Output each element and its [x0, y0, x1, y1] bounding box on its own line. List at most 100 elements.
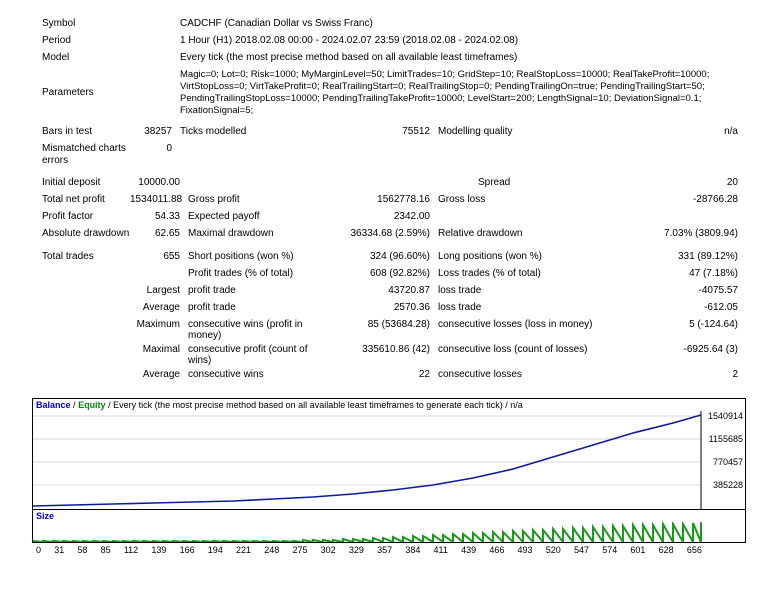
acw-label: consecutive wins — [188, 369, 330, 380]
ytick-2: 770457 — [713, 457, 743, 467]
acl-value: 2 — [598, 369, 738, 380]
tnp-value: 1534011.88 — [130, 194, 180, 205]
ticks-value: 75512 — [330, 126, 430, 137]
symbol-label: Symbol — [42, 18, 130, 29]
deposit-value: 10000.00 — [130, 177, 180, 188]
xtick: 357 — [377, 545, 392, 555]
gp-value: 1562778.16 — [330, 194, 430, 205]
deposit-label: Initial deposit — [42, 177, 130, 188]
ll-label: loss trade — [438, 285, 598, 296]
row-bars: Bars in test 38257 Ticks modelled 75512 … — [42, 126, 738, 140]
rdd-value: 7.03% (3809.94) — [598, 228, 738, 241]
row-largest: Largest profit trade 43720.87 loss trade… — [42, 285, 738, 299]
xtick: 248 — [264, 545, 279, 555]
xtick: 466 — [489, 545, 504, 555]
spread-value: 20 — [598, 177, 738, 188]
size-label: Size — [33, 509, 745, 522]
ap-label: profit trade — [188, 302, 330, 313]
gl-value: -28766.28 — [598, 194, 738, 205]
xtick: 329 — [349, 545, 364, 555]
maxl-label: Maximal — [42, 344, 180, 366]
xtick: 166 — [180, 545, 195, 555]
tnp-label: Total net profit — [42, 194, 130, 205]
parameters-value: Magic=0; Lot=0; Risk=1000; MyMarginLevel… — [176, 69, 738, 117]
mdd-label: Maximal drawdown — [188, 228, 330, 241]
parameters-label: Parameters — [42, 87, 130, 98]
mcloss-label: consecutive loss (count of losses) — [438, 344, 598, 366]
mcw-value: 85 (53684.28) — [330, 319, 430, 341]
xtick: 384 — [405, 545, 420, 555]
lt-label: Loss trades (% of total) — [438, 268, 598, 279]
model-value: Every tick (the most precise method base… — [176, 52, 738, 63]
lp-label: profit trade — [188, 285, 330, 296]
mcw-label: consecutive wins (profit in money) — [188, 319, 330, 341]
period-value: 1 Hour (H1) 2018.02.08 00:00 - 2024.02.0… — [176, 35, 738, 46]
title-equity: Equity — [78, 400, 106, 410]
xtick: 302 — [321, 545, 336, 555]
row-maximum: Maximum consecutive wins (profit in mone… — [42, 319, 738, 341]
bars-label: Bars in test — [42, 126, 130, 137]
ep-value: 2342.00 — [330, 211, 430, 222]
avg2-label: Average — [42, 369, 180, 380]
row-model: Model Every tick (the most precise metho… — [42, 52, 738, 66]
xtick: 58 — [77, 545, 87, 555]
row-deposit: Initial deposit 10000.00 Spread 20 — [42, 177, 738, 191]
xtick: 520 — [546, 545, 561, 555]
mismatched-label: Mismatched charts errors — [42, 143, 130, 168]
mdd-value: 36334.68 (2.59%) — [330, 228, 430, 241]
largest-label: Largest — [42, 285, 180, 296]
mq-value: n/a — [598, 126, 738, 137]
al-value: -612.05 — [598, 302, 738, 313]
row-symbol: Symbol CADCHF (Canadian Dollar vs Swiss … — [42, 18, 738, 32]
xtick: 574 — [602, 545, 617, 555]
mcloss-value: -6925.64 (3) — [598, 344, 738, 366]
row-period: Period 1 Hour (H1) 2018.02.08 00:00 - 20… — [42, 35, 738, 49]
mcp-value: 335610.86 (42) — [330, 344, 430, 366]
ytick-0: 1540914 — [708, 411, 743, 421]
tt-value: 655 — [130, 251, 180, 262]
xtick: 139 — [151, 545, 166, 555]
row-average: Average profit trade 2570.36 loss trade … — [42, 302, 738, 316]
pf-value: 54.33 — [130, 211, 180, 222]
mcp-label: consecutive profit (count of wins) — [188, 344, 330, 366]
x-axis: 0315885112139166194221248275302329357384… — [32, 543, 706, 555]
xtick: 31 — [54, 545, 64, 555]
rdd-label: Relative drawdown — [438, 228, 598, 241]
pt-value: 608 (92.82%) — [330, 268, 430, 279]
xtick: 112 — [124, 545, 138, 555]
ytick-1: 1155685 — [709, 434, 743, 444]
row-maximal: Maximal consecutive profit (count of win… — [42, 344, 738, 366]
xtick: 493 — [518, 545, 533, 555]
xtick: 275 — [292, 545, 307, 555]
row-pt: Profit trades (% of total) 608 (92.82%) … — [42, 268, 738, 282]
xtick: 411 — [434, 545, 448, 555]
avg-label: Average — [42, 302, 180, 313]
row-totaltrades: Total trades 655 Short positions (won %)… — [42, 251, 738, 265]
gl-label: Gross loss — [438, 194, 598, 205]
pt-label: Profit trades (% of total) — [188, 268, 330, 279]
long-value: 331 (89.12%) — [598, 251, 738, 262]
mcl-label: consecutive losses (loss in money) — [438, 319, 598, 341]
balance-plot: 1540914 1155685 770457 385228 — [33, 411, 745, 509]
add-label: Absolute drawdown — [42, 228, 130, 241]
al-label: loss trade — [438, 302, 598, 313]
title-rest: / Every tick (the most precise method ba… — [108, 400, 523, 410]
row-mismatched: Mismatched charts errors 0 — [42, 143, 738, 168]
xtick: 601 — [630, 545, 645, 555]
model-label: Model — [42, 52, 130, 63]
short-label: Short positions (won %) — [188, 251, 330, 262]
chart-title: Balance / Equity / Every tick (the most … — [33, 399, 745, 411]
ap-value: 2570.36 — [330, 302, 430, 313]
xtick: 0 — [36, 545, 41, 555]
gp-label: Gross profit — [188, 194, 330, 205]
row-average2: Average consecutive wins 22 consecutive … — [42, 369, 738, 383]
xtick: 547 — [574, 545, 589, 555]
bars-value: 38257 — [130, 126, 172, 137]
ep-label: Expected payoff — [188, 211, 330, 222]
symbol-value: CADCHF (Canadian Dollar vs Swiss Franc) — [176, 18, 738, 29]
period-label: Period — [42, 35, 130, 46]
xtick: 628 — [659, 545, 674, 555]
xtick: 656 — [687, 545, 702, 555]
xtick: 221 — [236, 545, 251, 555]
spread-label: Spread — [478, 177, 598, 188]
